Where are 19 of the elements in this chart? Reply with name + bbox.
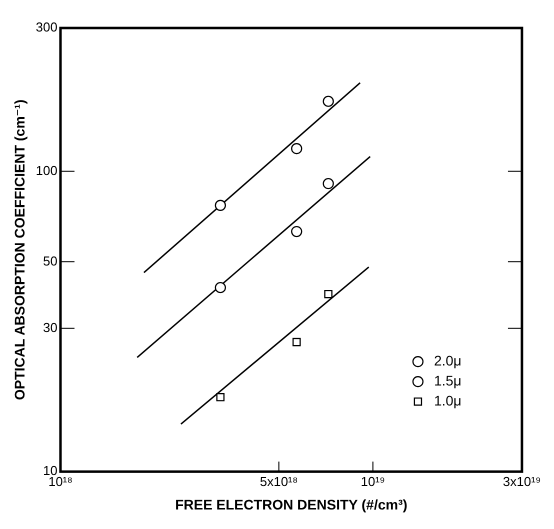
legend-label: 2.0μ [434,352,462,368]
y-tick-label: 100 [36,162,58,178]
y-axis-title: OPTICAL ABSORPTION COEFFICIENT (cm⁻¹) [11,99,28,400]
x-axis-title: FREE ELECTRON DENSITY (#/cm³) [175,496,408,512]
point [216,392,225,402]
y-tick-label: 10 [43,463,58,478]
legend-label: 1.0μ [434,392,462,408]
x-tick-label: 10¹⁹ [360,474,386,489]
legend-label: 1.5μ [434,372,462,388]
y-tick-label: 30 [43,320,58,335]
point [214,200,226,211]
point [324,290,332,298]
y-tick-label: 300 [36,20,58,35]
point [322,178,334,190]
x-tick-label: 3x10¹⁹ [502,474,542,489]
y-tick-label: 50 [43,253,58,268]
x-tick-label: 5x10¹⁸ [260,474,298,489]
point [214,282,226,294]
point [322,96,334,107]
